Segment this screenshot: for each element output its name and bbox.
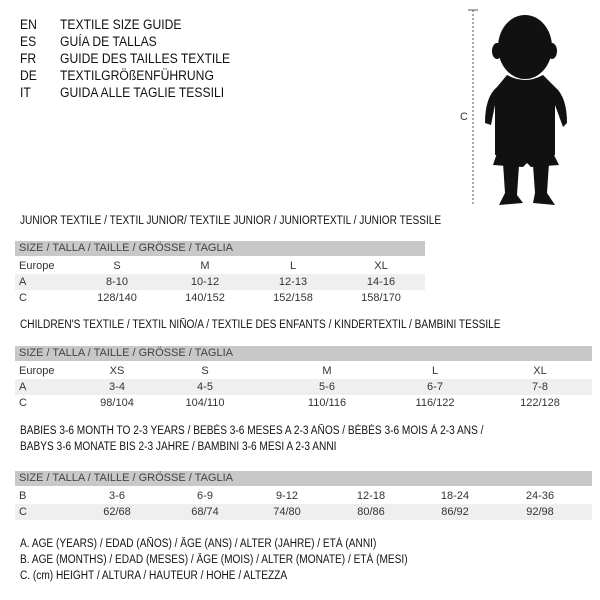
table-cell: 7-8 [532,381,548,393]
row-label: Europe [19,365,55,377]
table-cell: 86/92 [441,506,469,518]
table-row: C 128/140 140/152 152/158 158/170 [15,290,425,306]
table-cell: S [113,260,121,272]
table-heading: BABIES 3-6 MONTH TO 2-3 YEARS / BEBÉS 3-… [20,425,484,437]
table-cell: 152/158 [273,292,313,304]
table-cell: 68/74 [191,506,219,518]
table-cell: 8-10 [105,276,129,288]
table-cell: XL [374,260,388,272]
row-label: Europe [19,260,55,272]
table-heading: CHILDREN'S TEXTILE / TEXTIL NIÑO/A / TEX… [20,319,501,331]
table-cell: 12-13 [278,276,308,288]
language-code: IT [20,85,31,100]
row-label: B [19,490,27,502]
table-cell: 92/98 [526,506,554,518]
row-label: C [19,397,27,409]
table-cell: 9-12 [275,490,299,502]
table-cell: 128/140 [97,292,137,304]
table-cell: 18-24 [440,490,470,502]
language-code: FR [20,51,37,66]
table-row: A 3-4 4-5 5-6 6-7 7-8 [15,379,592,395]
table-row: C 98/104 104/110 110/116 116/122 122/128 [15,395,592,411]
language-title: GUIDE DES TAILLES TEXTILE [60,51,231,66]
table-cell: 122/128 [520,397,560,409]
measure-label-c: C [460,111,468,123]
row-label: C [19,506,27,518]
table-cell: M [200,260,210,272]
table-cell: L [289,260,297,272]
table-cell: 3-6 [109,490,125,502]
table-cell: M [322,365,332,377]
table-cell: 4-5 [197,381,213,393]
row-label: C [19,292,27,304]
table-cell: 74/80 [273,506,301,518]
row-label: A [19,381,27,393]
table-row: C 62/68 68/74 74/80 80/86 86/92 92/98 [15,504,592,520]
table-cell: 14-16 [366,276,396,288]
table-row: B 3-6 6-9 9-12 12-18 18-24 24-36 [15,488,592,504]
table-cell: 158/170 [361,292,401,304]
table-cell: 140/152 [185,292,225,304]
table-header: SIZE / TALLA / TAILLE / GRÖSSE / TAGLIA [15,241,425,256]
table-cell: 24-36 [525,490,555,502]
child-silhouette-icon [485,15,567,205]
language-title: TEXTILE SIZE GUIDE [60,17,182,32]
table-header: SIZE / TALLA / TAILLE / GRÖSSE / TAGLIA [15,346,592,361]
size-table: SIZE / TALLA / TAILLE / GRÖSSE / TAGLIA B… [15,471,592,520]
table-heading-2: BABYS 3-6 MONATE BIS 2-3 JAHRE / BAMBINI… [20,441,337,453]
table-cell: 10-12 [190,276,220,288]
table-cell: S [201,365,209,377]
table-cell: 80/86 [357,506,385,518]
table-header: SIZE / TALLA / TAILLE / GRÖSSE / TAGLIA [15,471,592,486]
language-title: GUÍA DE TALLAS [60,34,157,49]
legend-line: A. AGE (YEARS) / EDAD (AÑOS) / ÂGE (ANS)… [20,538,377,550]
language-code: EN [20,17,37,32]
table-cell: 104/110 [185,397,225,409]
table-cell: 12-18 [356,490,386,502]
table-cell: 6-7 [427,381,443,393]
table-heading: JUNIOR TEXTILE / TEXTIL JUNIOR/ TEXTILE … [20,215,442,227]
table-cell: XL [533,365,547,377]
language-title: GUIDA ALLE TAGLIE TESSILI [60,85,225,100]
size-table: SIZE / TALLA / TAILLE / GRÖSSE / TAGLIA E… [15,241,425,306]
table-row: Europe XS S M L XL [15,363,592,379]
language-title: TEXTILGRÖßENFÜHRUNG [60,68,214,83]
table-cell: 6-9 [197,490,213,502]
row-label: A [19,276,27,288]
table-cell: L [431,365,439,377]
legend-line: B. AGE (MONTHS) / EDAD (MESES) / ÂGE (MO… [20,554,408,566]
size-table: SIZE / TALLA / TAILLE / GRÖSSE / TAGLIA E… [15,346,592,411]
table-row: A 8-10 10-12 12-13 14-16 [15,274,425,290]
table-cell: 98/104 [100,397,134,409]
table-cell: XS [109,365,125,377]
table-cell: 3-4 [109,381,125,393]
table-cell: 5-6 [319,381,335,393]
language-code: ES [20,34,37,49]
table-cell: 116/122 [415,397,455,409]
table-row: Europe S M L XL [15,258,425,274]
child-silhouette-figure: C [460,9,567,205]
language-code: DE [20,68,37,83]
table-cell: 62/68 [103,506,131,518]
legend-line: C. (cm) HEIGHT / ALTURA / HAUTEUR / HÖHE… [20,570,288,582]
table-cell: 110/116 [307,397,347,409]
